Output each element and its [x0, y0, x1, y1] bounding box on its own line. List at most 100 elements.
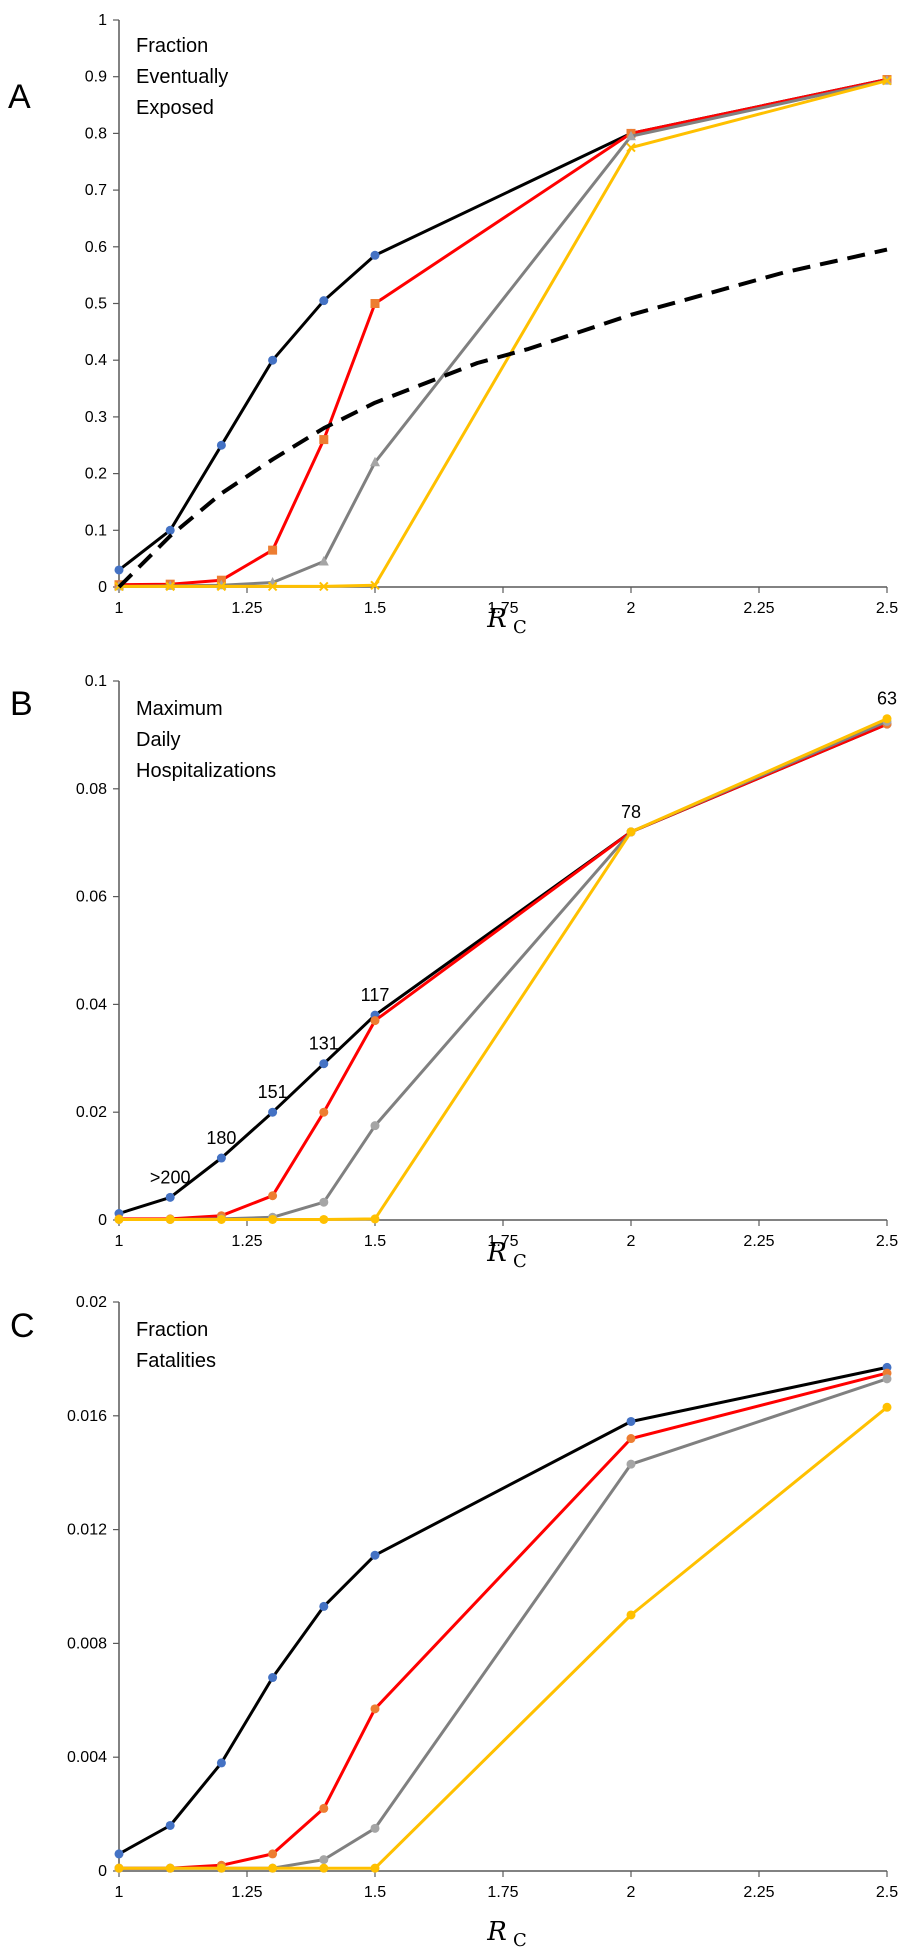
x-tick-label: 2.5 — [876, 600, 898, 617]
data-point — [165, 525, 175, 535]
y-tick-label: 0 — [98, 1863, 107, 1880]
data-point — [165, 1863, 175, 1873]
x-tick-label: 1.75 — [487, 600, 518, 617]
x-axis-label: R — [486, 604, 507, 634]
data-point — [114, 1863, 124, 1873]
x-tick-label: 2 — [627, 1884, 636, 1901]
series-line — [118, 78, 888, 587]
data-point — [267, 581, 278, 592]
x-tick-label: 1 — [115, 1233, 124, 1250]
y-tick-label: 0.04 — [76, 996, 107, 1013]
x-axis-label: R — [486, 1238, 507, 1268]
data-point — [882, 75, 892, 86]
panel-b-hospitalizations: 0 0.02 0.04 0.06 0.08 0.1 1 1.25 1.5 1.75 2 2.25 2.5… — [10, 673, 898, 1272]
panel-title-line: Hospitalizations — [136, 760, 276, 782]
data-point — [626, 1434, 636, 1444]
data-point — [370, 1016, 380, 1026]
panel-letter: B — [10, 685, 33, 723]
data-point — [216, 581, 227, 592]
panel-title-line: Eventually — [136, 66, 228, 88]
y-tick-label: 0.016 — [67, 1408, 107, 1425]
data-point — [165, 1820, 175, 1830]
data-point — [216, 440, 226, 450]
data-point — [318, 555, 329, 566]
y-tick-label: 0.5 — [85, 296, 107, 313]
y-tick-label: 0.1 — [85, 522, 107, 539]
series-line — [119, 79, 888, 588]
x-tick-label: 1.5 — [364, 1884, 386, 1901]
x-tick-label: 1 — [115, 1884, 124, 1901]
data-point — [268, 545, 278, 555]
panel-title-line: Exposed — [136, 97, 214, 119]
y-tick-label: 0.008 — [67, 1635, 107, 1652]
data-point — [165, 1214, 175, 1224]
x-tick-label: 2 — [627, 1233, 636, 1250]
data-point — [370, 1704, 380, 1714]
y-tick-label: 0.02 — [76, 1104, 107, 1121]
data-point — [319, 1803, 329, 1813]
series-line — [118, 78, 888, 572]
data-label: 117 — [361, 985, 390, 1005]
panel-title-line: Fraction — [136, 1319, 208, 1341]
panel-letter: C — [10, 1307, 35, 1345]
y-tick-label: 0.3 — [85, 409, 107, 426]
data-point — [370, 580, 380, 591]
y-tick-label: 0.1 — [85, 673, 107, 690]
panel-a-exposed: 0 0.1 0.2 0.3 0.4 0.5 0.6 0.7 0.8 0.9 1 1 1.25 1.5 1.7… — [8, 12, 898, 638]
x-tick-label: 1.25 — [231, 600, 262, 617]
y-tick-label: 0.08 — [76, 781, 107, 798]
data-point — [216, 1153, 226, 1163]
data-point — [626, 130, 636, 141]
data-point — [370, 1214, 380, 1224]
y-tick-label: 0.6 — [85, 239, 107, 256]
data-point — [370, 1823, 380, 1833]
data-point — [216, 1863, 226, 1873]
data-point — [114, 565, 124, 575]
panel-title-line: Fraction — [136, 35, 208, 57]
data-point — [268, 355, 278, 365]
data-point — [370, 1121, 380, 1131]
data-point — [319, 1855, 329, 1865]
data-point — [626, 1610, 636, 1620]
x-axis-label-subscript: C — [513, 617, 527, 638]
y-tick-label: 0.004 — [67, 1749, 107, 1766]
data-point — [268, 1673, 278, 1683]
data-point — [268, 1191, 278, 1201]
data-point — [268, 1863, 278, 1873]
data-point — [268, 1107, 278, 1117]
data-point — [165, 1192, 175, 1202]
data-label: 180 — [206, 1128, 236, 1148]
data-point — [114, 1849, 124, 1859]
data-point — [319, 581, 329, 592]
data-point — [319, 1059, 329, 1069]
y-tick-label: 0.02 — [76, 1294, 107, 1311]
x-tick-label: 1.25 — [231, 1884, 262, 1901]
data-point — [319, 1197, 329, 1207]
x-tick-label: 1.25 — [231, 1233, 262, 1250]
data-point — [882, 1374, 892, 1384]
x-tick-label: 1.75 — [487, 1884, 518, 1901]
data-label: 78 — [621, 802, 641, 822]
data-label: 131 — [309, 1034, 339, 1054]
data-point — [319, 1107, 329, 1117]
x-tick-label: 2.5 — [876, 1233, 898, 1250]
series-line — [119, 1377, 888, 1870]
x-tick-label: 2 — [627, 600, 636, 617]
data-point — [319, 296, 329, 306]
y-tick-label: 0.8 — [85, 125, 107, 142]
data-point — [319, 1214, 329, 1224]
y-tick-label: 0 — [98, 1212, 107, 1229]
y-tick-label: 1 — [98, 12, 107, 29]
data-label: 151 — [258, 1082, 288, 1102]
x-tick-label: 1.75 — [487, 1233, 518, 1250]
data-point — [114, 1214, 124, 1224]
x-tick-label: 2.25 — [743, 600, 774, 617]
x-tick-label: 2.5 — [876, 1884, 898, 1901]
series-line — [119, 717, 888, 1221]
y-tick-label: 0.2 — [85, 466, 107, 483]
y-tick-label: 0 — [98, 579, 107, 596]
x-tick-label: 1.5 — [364, 600, 386, 617]
x-tick-label: 1.5 — [364, 1233, 386, 1250]
data-label: 63 — [877, 689, 897, 709]
panel-letter: A — [8, 78, 31, 116]
